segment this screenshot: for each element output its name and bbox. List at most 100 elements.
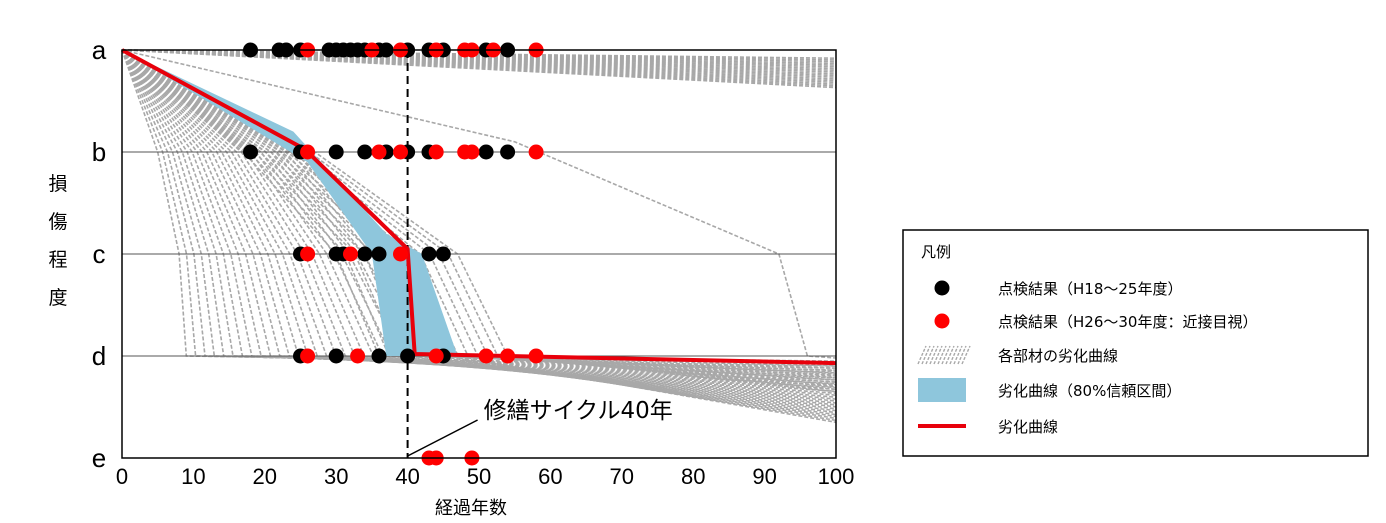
grade-label-a: a (92, 35, 107, 65)
x-tick-0: 0 (116, 464, 128, 489)
y-axis-label-char-3: 度 (48, 287, 67, 309)
data-point-s0-31 (421, 246, 437, 262)
data-point-s1-8 (300, 144, 316, 160)
legend-hatch-10 (957, 345, 967, 365)
grade-labels: a b c d e (92, 35, 107, 473)
data-point-s0-29 (357, 246, 373, 262)
legend-symbol-ci_band (918, 378, 966, 402)
data-point-s1-22 (500, 348, 516, 364)
legend-label-black_points: 点検結果（H18～25年度） (998, 280, 1182, 298)
legend-symbol-red_points (934, 313, 950, 329)
data-point-s0-35 (371, 348, 387, 364)
x-tick-10: 10 (181, 464, 205, 489)
x-tick-80: 80 (681, 464, 705, 489)
legend-hatch-4 (933, 345, 943, 365)
member-curve-19 (121, 49, 837, 369)
member-curve-1 (121, 49, 837, 61)
legend-hatch-1 (921, 345, 931, 365)
data-point-s1-11 (428, 144, 444, 160)
member-curve-16 (121, 49, 837, 87)
legend-hatch-0 (917, 345, 927, 365)
data-point-s0-17 (243, 144, 258, 160)
data-point-s1-9 (371, 144, 387, 160)
x-tick-labels: 0 10 20 30 40 50 60 70 80 90 100 (116, 464, 854, 489)
member-curve-11 (121, 49, 837, 78)
legend-symbol-member_curves (917, 345, 971, 365)
data-point-s1-13 (464, 144, 480, 160)
x-tick-30: 30 (324, 464, 348, 489)
y-axis-label-char-2: 程 (48, 249, 67, 271)
legend-hatch-6 (941, 345, 951, 365)
data-point-s0-36 (400, 348, 416, 364)
x-tick-100: 100 (818, 464, 855, 489)
legend-label-ci_band: 劣化曲線（80%信頼区間） (998, 382, 1181, 400)
data-point-s1-19 (350, 348, 366, 364)
member-curve-2 (121, 49, 837, 63)
grade-label-d: d (92, 341, 106, 371)
y-axis-label-char-0: 損 (48, 173, 67, 195)
grade-label-b: b (92, 137, 106, 167)
confidence-interval-band (122, 50, 458, 356)
legend-items: 点検結果（H18～25年度） 点検結果（H26～30年度：近接目視） 各部材の劣化曲… (917, 280, 1257, 436)
x-tick-90: 90 (752, 464, 776, 489)
member-curve-8 (121, 49, 837, 73)
member-curve-21 (121, 49, 837, 373)
data-point-s0-19 (328, 144, 344, 160)
member-curve-0 (121, 49, 837, 59)
y-axis-label-char-1: 傷 (48, 211, 67, 233)
data-point-s1-10 (393, 144, 408, 160)
legend-hatch-9 (953, 345, 963, 365)
data-point-s1-23 (528, 348, 544, 364)
data-point-s1-18 (300, 348, 316, 364)
member-curve-52 (121, 49, 837, 372)
member-curve-4 (121, 49, 837, 66)
legend-label-red_points: 点検結果（H26～30年度：近接目視） (998, 313, 1257, 331)
member-curve-6 (121, 49, 837, 70)
member-curve-37 (121, 49, 837, 404)
data-point-s1-20 (428, 348, 444, 364)
repair-cycle-annotation: 修繕サイクル40年 (407, 398, 673, 457)
legend-item-member_curves: 各部材の劣化曲線 (917, 345, 1118, 365)
legend-item-red_points: 点検結果（H26～30年度：近接目視） (934, 313, 1257, 331)
annotation-text: 修繕サイクル40年 (484, 398, 673, 424)
grade-label-c: c (93, 239, 106, 269)
data-point-s1-14 (528, 144, 544, 160)
member-curve-53 (121, 49, 837, 374)
data-point-s0-30 (371, 246, 387, 262)
member-curve-23 (121, 49, 837, 377)
data-point-s0-34 (328, 348, 344, 364)
data-point-s0-25 (500, 144, 516, 160)
member-curve-13 (121, 49, 837, 82)
mean-curve-line (121, 48, 837, 366)
grade-label-e: e (92, 443, 106, 473)
x-tick-40: 40 (395, 464, 419, 489)
member-curve-22 (121, 49, 837, 375)
x-tick-20: 20 (253, 464, 277, 489)
member-curve-3 (121, 49, 837, 65)
member-curve-17 (121, 49, 837, 89)
data-point-s1-21 (478, 348, 494, 364)
x-tick-50: 50 (467, 464, 491, 489)
legend-hatch-8 (949, 345, 959, 365)
legend-label-mean_curve: 劣化曲線 (998, 418, 1058, 436)
data-point-s0-20 (357, 144, 373, 160)
legend-title: 凡例 (921, 243, 951, 261)
member-curve-48 (121, 49, 837, 362)
legend-label-member_curves: 各部材の劣化曲線 (998, 347, 1118, 365)
data-point-s0-24 (478, 144, 494, 160)
ci-band-area (122, 50, 458, 356)
legend-item-black_points: 点検結果（H18～25年度） (934, 280, 1182, 298)
grade-gridlines (122, 151, 836, 357)
legend-hatch-11 (961, 345, 971, 365)
x-tick-70: 70 (610, 464, 634, 489)
legend-hatch-7 (945, 345, 955, 365)
data-point-s1-17 (393, 246, 408, 262)
legend-item-ci_band: 劣化曲線（80%信頼区間） (918, 378, 1181, 402)
member-curve-14 (121, 49, 837, 84)
member-curve-5 (121, 49, 837, 68)
annotation-leader-line (407, 419, 478, 457)
data-point-s0-32 (435, 246, 451, 262)
member-curve-15 (121, 49, 837, 85)
